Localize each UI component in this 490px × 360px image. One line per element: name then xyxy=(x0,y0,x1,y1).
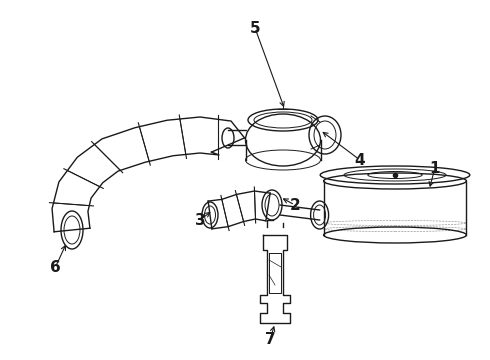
Text: 5: 5 xyxy=(250,21,260,36)
Text: 3: 3 xyxy=(195,212,205,228)
Text: 2: 2 xyxy=(290,198,300,212)
Text: 6: 6 xyxy=(49,261,60,275)
Text: 4: 4 xyxy=(355,153,366,167)
Text: 1: 1 xyxy=(430,161,440,176)
Text: 7: 7 xyxy=(265,333,275,347)
